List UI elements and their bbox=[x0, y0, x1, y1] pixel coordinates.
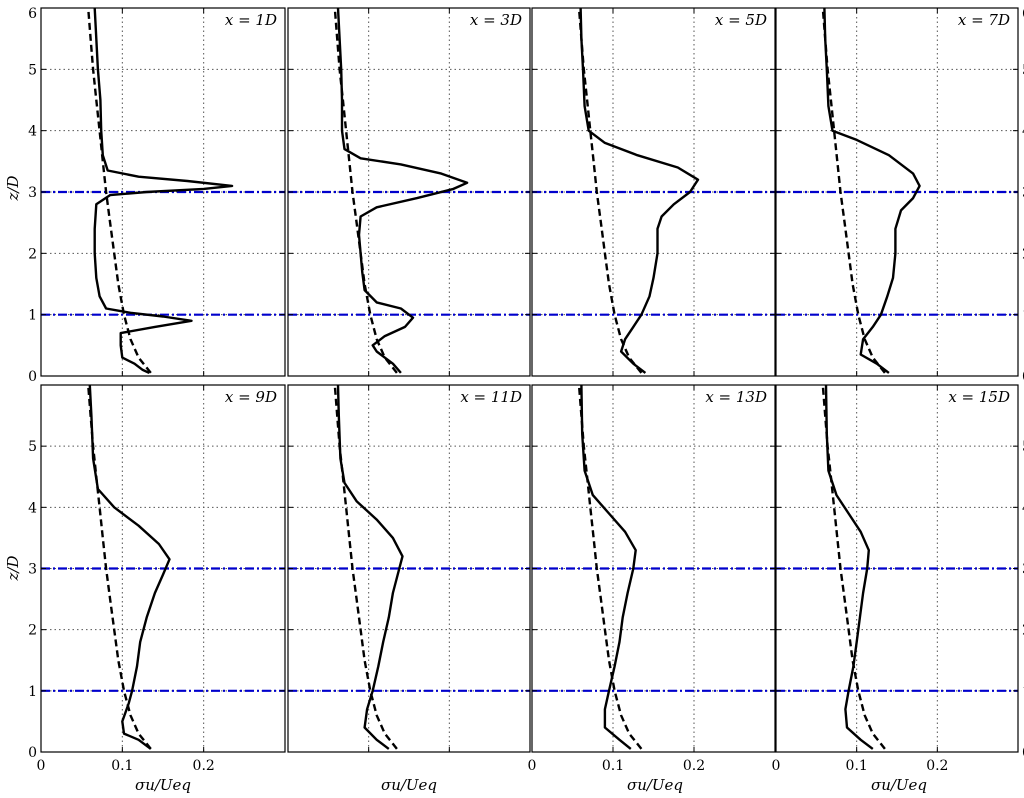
panel-1: 0 1 2 3 4 5 6 x = 1D bbox=[28, 6, 286, 385]
x-tick-label: 0.1 bbox=[111, 758, 133, 774]
y-tick-label: 0 bbox=[28, 745, 37, 761]
y-tick-label: 4 bbox=[1022, 124, 1024, 140]
panel-2: x = 3D bbox=[287, 7, 531, 377]
reference-profile-line bbox=[821, 8, 886, 374]
reference-profile-line bbox=[577, 8, 643, 374]
panel-title: x = 11D bbox=[460, 388, 522, 406]
y-tick-label: 3 bbox=[28, 185, 37, 201]
y-tick-label: 3 bbox=[1022, 562, 1024, 578]
panel-title: x = 5D bbox=[715, 11, 767, 29]
wake-profile-line bbox=[580, 385, 637, 750]
y-tick-label: 3 bbox=[1022, 185, 1024, 201]
x-tick-label: 0.1 bbox=[602, 758, 624, 774]
x-tick-label: 0.1 bbox=[846, 758, 868, 774]
reference-profile-line bbox=[333, 385, 398, 750]
y-tick-label: 2 bbox=[28, 246, 37, 262]
xlabel-panel-5: σu/Ueq bbox=[135, 776, 191, 794]
y-tick-label: 0 bbox=[1022, 745, 1024, 761]
x-tick-label: 0.2 bbox=[926, 758, 948, 774]
y-tick-label: 4 bbox=[28, 124, 37, 140]
panel-title: x = 1D bbox=[225, 11, 277, 29]
y-tick-label: 2 bbox=[28, 623, 37, 639]
x-tick-label: 0.2 bbox=[683, 758, 705, 774]
panel-title: x = 15D bbox=[948, 388, 1010, 406]
reference-profile-line bbox=[87, 385, 152, 750]
wake-profile-line bbox=[579, 8, 700, 374]
y-tick-label: 2 bbox=[1022, 246, 1024, 262]
y-tick-label: 1 bbox=[1022, 308, 1024, 324]
y-tick-label: 6 bbox=[1022, 6, 1024, 22]
reference-profile-line bbox=[577, 385, 643, 750]
y-tick-label: 5 bbox=[1022, 62, 1024, 78]
x-tick-label: 0 bbox=[528, 758, 537, 774]
y-tick-label: 5 bbox=[1022, 439, 1024, 455]
y-tick-label: 1 bbox=[28, 308, 37, 324]
panel-title: x = 9D bbox=[225, 388, 277, 406]
ylabel-top: z/D bbox=[4, 176, 22, 202]
panel-4: 0 1 2 3 4 5 6 x = 7D bbox=[775, 6, 1024, 385]
x-tick-label: 0 bbox=[37, 758, 46, 774]
xlabel-panel-6: σu/Ueq bbox=[381, 776, 437, 794]
y-tick-label: 0 bbox=[28, 369, 37, 385]
wake-profile-line bbox=[824, 385, 874, 750]
y-tick-label: 0 bbox=[1022, 369, 1024, 385]
panel-title: x = 13D bbox=[705, 388, 767, 406]
y-tick-label: 3 bbox=[28, 562, 37, 578]
panel-title: x = 7D bbox=[958, 11, 1010, 29]
wake-profile-line bbox=[88, 385, 171, 750]
xlabel-panel-7: σu/Ueq bbox=[627, 776, 683, 794]
ylabel-bottom: z/D bbox=[4, 556, 22, 582]
wake-profile-line bbox=[823, 8, 921, 374]
panel-8: 0 0.1 0.2 0 1 2 3 4 5 x = 15D bbox=[772, 384, 1024, 774]
y-tick-label: 5 bbox=[28, 62, 37, 78]
wake-profile-line bbox=[336, 8, 469, 374]
y-tick-label: 4 bbox=[1022, 500, 1024, 516]
y-tick-label: 2 bbox=[1022, 623, 1024, 639]
y-tick-label: 5 bbox=[28, 439, 37, 455]
panel-7: 0 0.1 0.2 x = 13D bbox=[528, 384, 776, 774]
y-tick-label: 4 bbox=[28, 500, 37, 516]
y-tick-label: 1 bbox=[1022, 684, 1024, 700]
panel-title: x = 3D bbox=[470, 11, 522, 29]
panel-6: x = 11D bbox=[287, 384, 531, 753]
reference-profile-line bbox=[333, 8, 398, 374]
y-tick-label: 1 bbox=[28, 684, 37, 700]
wake-profile-line bbox=[93, 8, 234, 374]
reference-profile-line bbox=[821, 385, 886, 750]
panel-5: 0 0.1 0.2 0 1 2 3 4 5 x = 9D bbox=[28, 384, 286, 774]
y-tick-label: 6 bbox=[28, 6, 37, 22]
xlabel-panel-8: σu/Ueq bbox=[871, 776, 927, 794]
panel-3: x = 5D bbox=[531, 7, 776, 377]
x-tick-label: 0.2 bbox=[193, 758, 215, 774]
x-tick-label: 0 bbox=[772, 758, 781, 774]
